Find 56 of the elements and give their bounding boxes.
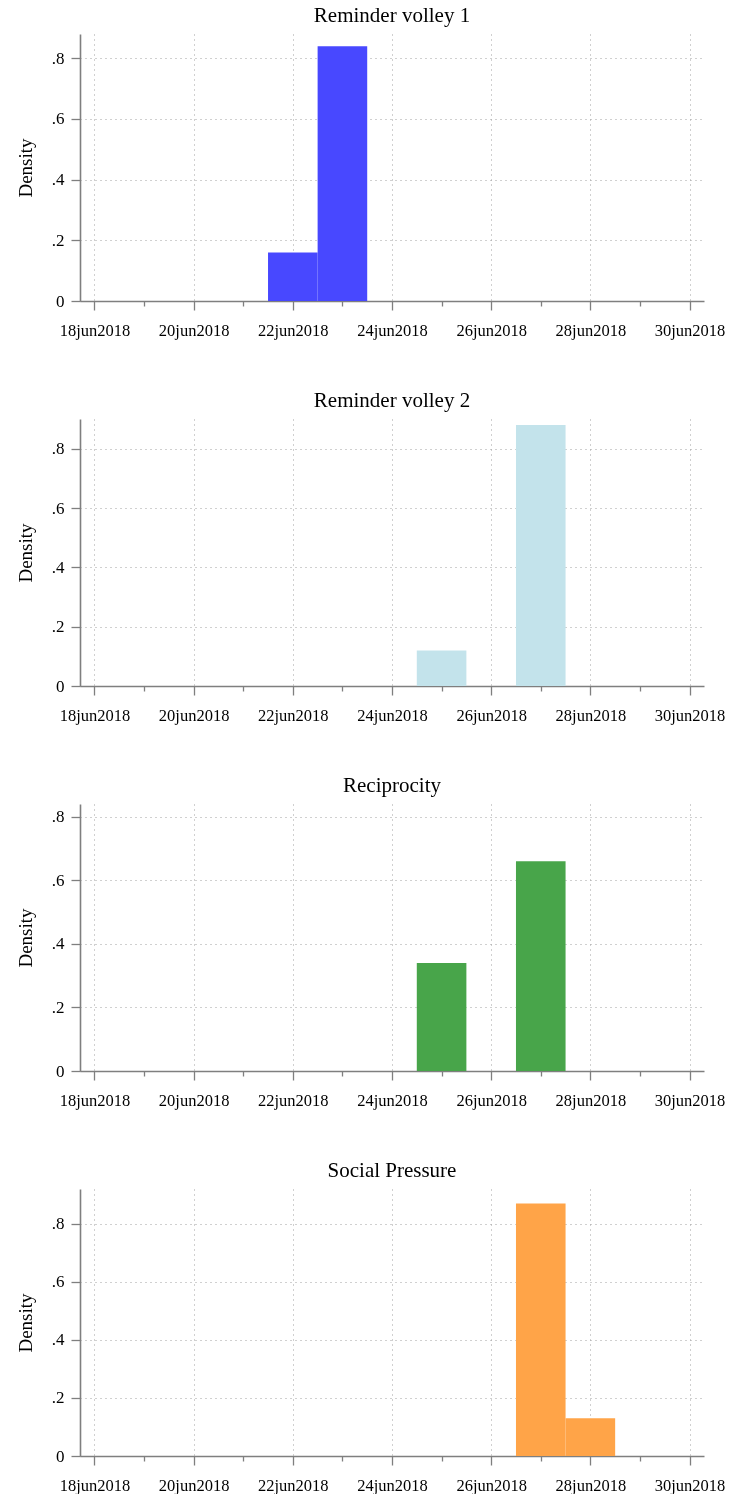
x-tick-label: 18jun2018: [59, 320, 131, 340]
y-tick-label: 0: [56, 1446, 65, 1466]
x-tick-label: 18jun2018: [59, 1090, 131, 1110]
x-tick-label: 18jun2018: [59, 1475, 131, 1494]
x-tick-label: 30jun2018: [654, 1090, 726, 1110]
x-tick-label: 24jun2018: [357, 1475, 428, 1494]
y-tick-label: .4: [51, 1330, 65, 1350]
x-tick-label: 26jun2018: [456, 1475, 527, 1494]
x-tick-label: 28jun2018: [555, 1475, 627, 1494]
y-tick-label: .6: [51, 870, 65, 890]
y-tick-label: .2: [51, 230, 65, 250]
y-axis-title: Density: [14, 137, 36, 198]
chart-title: Reminder volley 2: [313, 388, 471, 412]
x-tick-label: 22jun2018: [258, 1090, 329, 1110]
y-tick-label: 0: [56, 676, 65, 696]
y-tick-label: .4: [51, 934, 65, 954]
x-tick-label: 20jun2018: [158, 705, 230, 725]
y-axis-title: Density: [14, 522, 36, 583]
x-tick-label: 22jun2018: [258, 1475, 329, 1494]
x-tick-label: 30jun2018: [654, 320, 726, 340]
x-tick-label: 28jun2018: [555, 1090, 627, 1110]
x-tick-label: 24jun2018: [357, 1090, 428, 1110]
y-tick-label: .6: [51, 498, 65, 518]
y-tick-label: .2: [51, 617, 65, 637]
x-tick-label: 20jun2018: [158, 1090, 230, 1110]
y-tick-label: .2: [51, 1388, 65, 1408]
y-axis-title: Density: [14, 1292, 36, 1353]
y-tick-label: .6: [51, 109, 65, 129]
x-tick-label: 26jun2018: [456, 320, 527, 340]
y-axis-title: Density: [14, 907, 36, 968]
x-tick-label: 28jun2018: [555, 705, 627, 725]
chart-title: Reciprocity: [343, 773, 442, 797]
x-tick-label: 20jun2018: [158, 1475, 230, 1494]
chart-title: Reminder volley 1: [313, 3, 471, 27]
y-tick-label: 0: [56, 1061, 65, 1081]
y-tick-label: .8: [51, 48, 65, 68]
x-tick-label: 24jun2018: [357, 320, 428, 340]
y-tick-label: 0: [56, 291, 65, 311]
y-tick-label: .4: [51, 557, 65, 577]
y-tick-label: .8: [51, 1214, 65, 1234]
x-tick-label: 28jun2018: [555, 320, 627, 340]
x-tick-label: 24jun2018: [357, 705, 428, 725]
chart-title: Social Pressure: [327, 1158, 457, 1182]
y-tick-label: .6: [51, 1272, 65, 1292]
x-tick-label: 26jun2018: [456, 705, 527, 725]
y-tick-label: .8: [51, 807, 65, 827]
x-tick-label: 18jun2018: [59, 705, 131, 725]
x-tick-label: 30jun2018: [654, 1475, 726, 1494]
x-tick-label: 26jun2018: [456, 1090, 527, 1110]
x-tick-label: 22jun2018: [258, 705, 329, 725]
x-tick-label: 22jun2018: [258, 320, 329, 340]
y-tick-label: .8: [51, 439, 65, 459]
y-tick-label: .2: [51, 997, 65, 1017]
y-tick-label: .4: [51, 170, 65, 190]
x-tick-label: 30jun2018: [654, 705, 726, 725]
x-tick-label: 20jun2018: [158, 320, 230, 340]
